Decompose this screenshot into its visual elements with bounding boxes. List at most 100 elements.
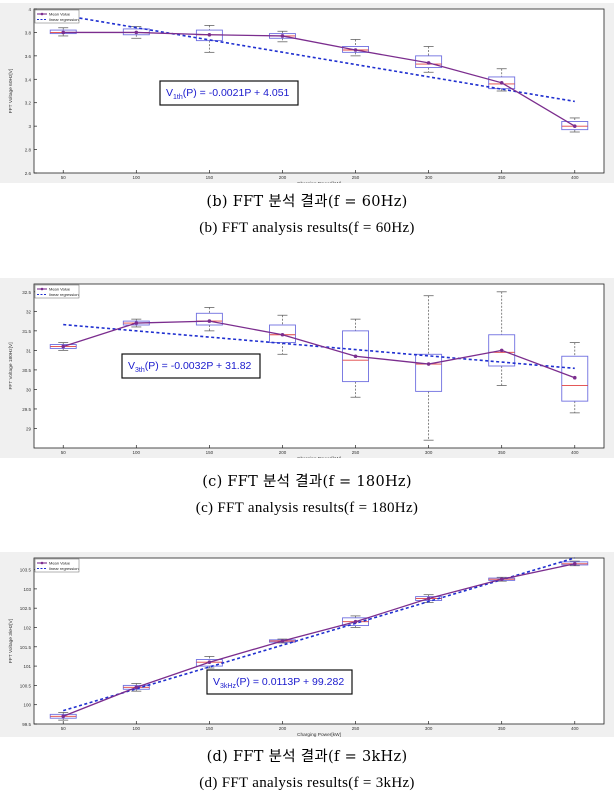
plot-area xyxy=(33,557,605,725)
iqr-box xyxy=(488,334,516,367)
equation-subscript: 1th xyxy=(173,94,183,101)
equation-box xyxy=(159,80,299,106)
chart-panel-60hz: 2.6 2.8 3 3.2 3.4 3.6 3.8 4 50 100 150 200 250 300 350… xyxy=(0,3,614,183)
y-tick-label: 3.2 xyxy=(25,101,32,106)
x-axis-label: Charging Power[kW] xyxy=(297,181,341,183)
mean-point xyxy=(426,362,431,366)
iqr-box xyxy=(415,353,443,392)
caption-ko-60hz: (b) FFT 분석 결과(f = 60Hz) xyxy=(206,194,408,210)
equation-text: V3th(P) = -0.0032P + 31.82 xyxy=(128,360,252,374)
y-tick-label: 100 xyxy=(23,703,31,708)
x-tick-label: 400 xyxy=(571,175,579,180)
x-tick-label: 100 xyxy=(133,726,141,731)
regression-equation: V3kHz(P) = 0.0113P + 99.282 xyxy=(206,669,353,695)
regression-equation: V1th(P) = -0.0021P + 4.051 xyxy=(159,80,299,106)
x-tick-label: 300 xyxy=(425,175,433,180)
x-tick-label: 150 xyxy=(206,175,214,180)
equation-text: V3kHz(P) = 0.0113P + 99.282 xyxy=(213,676,344,690)
y-tick-label: 30.5 xyxy=(22,368,31,373)
chart-3khz: 99.5 100 100.5 101 101.5 102 102.5 103 103.5 50 10… xyxy=(8,557,605,737)
y-tick-label: 31.5 xyxy=(22,329,31,334)
x-tick-label: 150 xyxy=(206,450,214,455)
mean-point xyxy=(572,375,577,380)
mean-point xyxy=(61,344,66,349)
legend-regression-label: linear regression xyxy=(49,17,79,22)
mean-point xyxy=(572,561,577,566)
chart-180hz: 29 29.5 30 30.5 31 31.5 32 32.5 50 100 150 200 250 30… xyxy=(8,283,605,458)
x-tick-label: 400 xyxy=(571,726,579,731)
equation-subscript: 3kHz xyxy=(220,683,236,690)
equation-box xyxy=(206,669,353,695)
y-tick-label: 32.5 xyxy=(22,290,31,295)
x-axis-label: Charging Power[kW] xyxy=(297,732,341,737)
regression-line xyxy=(63,557,575,712)
mean-line xyxy=(63,31,576,127)
mean-point xyxy=(134,321,139,325)
y-tick-label: 102.5 xyxy=(20,606,32,611)
y-tick-label: 103 xyxy=(23,587,31,592)
equation-rest: (P) = -0.0021P + 4.051 xyxy=(183,87,290,99)
x-axis-label: Charging Power[kW] xyxy=(297,456,341,458)
x-tick-label: 300 xyxy=(425,726,433,731)
equation-rest: (P) = 0.0113P + 99.282 xyxy=(236,676,344,688)
mean-point xyxy=(134,685,139,690)
y-tick-label: 29.5 xyxy=(22,407,31,412)
y-tick-label: 101.5 xyxy=(20,645,32,650)
mean-point xyxy=(207,32,212,37)
y-tick-label: 100.5 xyxy=(20,683,32,688)
x-tick-label: 50 xyxy=(61,726,67,731)
y-tick-label: 102 xyxy=(23,625,31,630)
iqr-box xyxy=(269,324,296,344)
mean-point xyxy=(207,660,212,665)
legend-mean-label: Mean Value xyxy=(49,561,71,566)
mean-point xyxy=(353,354,358,359)
regression-line xyxy=(63,14,575,103)
chart-panel-3khz: 99.5 100 100.5 101 101.5 102 102.5 103 103.5 50 10… xyxy=(0,552,614,737)
x-tick-label: 350 xyxy=(498,450,506,455)
x-tick-label: 350 xyxy=(498,726,506,731)
x-tick-label: 300 xyxy=(425,450,433,455)
mean-point xyxy=(280,34,285,38)
legend-regression-label: linear regression xyxy=(49,566,79,571)
y-tick-label: 3 xyxy=(28,124,31,129)
caption-en-60hz: (b) FFT analysis results(f = 60Hz) xyxy=(199,220,415,236)
box-400 xyxy=(561,117,589,133)
y-axis-label: FFT Voltage 180Hz[V] xyxy=(8,342,14,389)
mean-line xyxy=(62,563,575,717)
mean-point xyxy=(353,48,358,52)
mean-line xyxy=(63,320,575,379)
x-tick-label: 150 xyxy=(206,726,214,731)
x-tick-label: 200 xyxy=(279,726,287,731)
regression-equation: V3th(P) = -0.0032P + 31.82 xyxy=(121,353,261,379)
y-tick-label: 2.6 xyxy=(25,171,32,176)
x-tick-label: 50 xyxy=(61,450,67,455)
mean-point xyxy=(426,61,431,65)
legend-mean-label: Mean Value xyxy=(49,287,71,292)
y-tick-label: 101 xyxy=(23,664,31,669)
legend-mean-marker xyxy=(40,561,44,565)
y-tick-label: 31 xyxy=(26,348,32,353)
box-50 xyxy=(49,712,77,721)
plot-area xyxy=(33,283,605,449)
y-tick-label: 103.5 xyxy=(20,568,32,573)
caption-en-3khz: (d) FFT analysis results(f = 3kHz) xyxy=(199,775,415,791)
chart-60hz: 2.6 2.8 3 3.2 3.4 3.6 3.8 4 50 100 150 200 250 300 350… xyxy=(8,7,605,183)
x-tick-label: 400 xyxy=(571,450,579,455)
x-tick-label: 200 xyxy=(279,175,287,180)
equation-subscript: 3th xyxy=(135,367,145,374)
x-tick-label: 50 xyxy=(61,175,67,180)
equation-prefix: V xyxy=(128,360,135,372)
x-tick-label: 100 xyxy=(133,450,141,455)
y-tick-label: 4 xyxy=(28,7,31,12)
iqr-box xyxy=(415,55,443,69)
equation-box xyxy=(121,353,261,379)
iqr-box xyxy=(342,46,369,53)
iqr-box xyxy=(561,355,589,402)
mean-point xyxy=(499,577,504,582)
iqr-box xyxy=(488,76,516,90)
y-tick-label: 30 xyxy=(26,387,32,392)
box-250 xyxy=(342,318,369,398)
mean-point xyxy=(134,30,139,35)
